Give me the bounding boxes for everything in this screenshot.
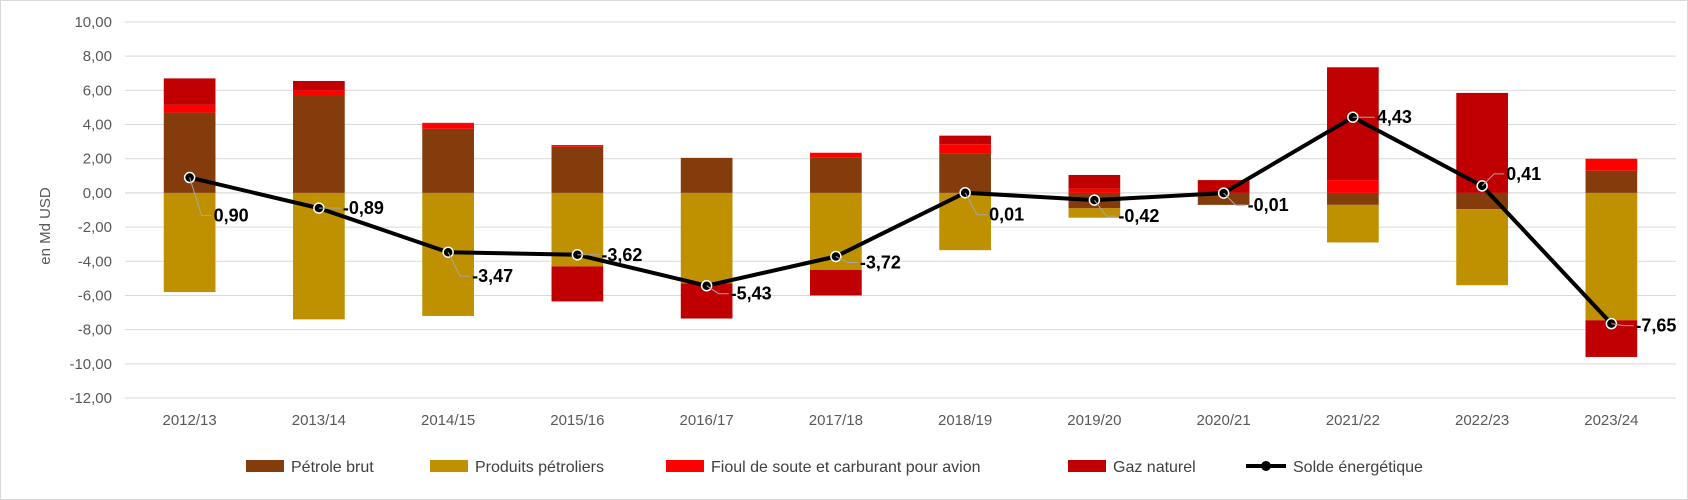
x-tick-label: 2019/20 bbox=[1067, 412, 1121, 429]
leader-line bbox=[447, 251, 471, 277]
data-labels: 0,90 -0,89 -3,47 -3,62 -5,43 -3,72 0,01 -0,42 -0… bbox=[189, 107, 1676, 336]
legend-swatch bbox=[1068, 460, 1106, 472]
bars bbox=[163, 67, 1638, 357]
bar-segment bbox=[680, 192, 733, 284]
leader-line bbox=[1611, 323, 1634, 327]
y-axis-label: en Md USD bbox=[37, 187, 54, 265]
leader-line bbox=[706, 285, 729, 295]
y-tick-label: -10,00 bbox=[69, 356, 112, 373]
bar-segment bbox=[1197, 192, 1250, 205]
bar-segment bbox=[551, 146, 604, 193]
bar-segment bbox=[163, 78, 216, 105]
data-label: 0,41 bbox=[1506, 164, 1541, 184]
bar-segment bbox=[293, 90, 345, 96]
bar-segment bbox=[1327, 67, 1379, 181]
legend: Pétrole brut Produits pétroliers Fioul de … bbox=[246, 459, 1423, 476]
bar-segment bbox=[1327, 192, 1379, 205]
bar-segment bbox=[1585, 158, 1638, 171]
x-tick-label: 2013/14 bbox=[292, 412, 346, 429]
y-tick-label: 0,00 bbox=[83, 185, 112, 202]
y-tick-label: 6,00 bbox=[83, 82, 112, 99]
data-label: -5,43 bbox=[731, 284, 772, 304]
bar-segment bbox=[293, 80, 345, 91]
y-tick-label: -2,00 bbox=[78, 219, 112, 236]
bar-segment bbox=[1327, 204, 1379, 243]
x-tick-label: 2018/19 bbox=[938, 412, 992, 429]
data-label: -3,47 bbox=[472, 266, 513, 286]
bar-segment bbox=[551, 266, 604, 302]
y-tick-label: -12,00 bbox=[69, 390, 112, 407]
x-tick-label: 2020/21 bbox=[1197, 412, 1251, 429]
bar-segment bbox=[810, 157, 862, 193]
bar-segment bbox=[680, 157, 733, 193]
bar-segment bbox=[551, 145, 604, 147]
legend-swatch bbox=[666, 460, 704, 472]
leader-line bbox=[964, 192, 988, 216]
leader-line bbox=[835, 256, 858, 263]
data-label: -3,62 bbox=[601, 245, 642, 265]
x-tick-label: 2016/17 bbox=[680, 412, 734, 429]
legend-label: Solde énergétique bbox=[1293, 459, 1423, 476]
y-tick-label: -8,00 bbox=[78, 322, 112, 339]
data-label: -0,01 bbox=[1248, 195, 1289, 215]
bar-segment bbox=[939, 153, 991, 193]
bar-segment bbox=[1456, 209, 1508, 286]
y-tick-label: 4,00 bbox=[83, 117, 112, 134]
x-tick-label: 2023/24 bbox=[1584, 412, 1638, 429]
bar-segment bbox=[939, 135, 991, 145]
bar-segment bbox=[422, 122, 474, 124]
bar-segment bbox=[422, 123, 474, 129]
y-axis-ticks: 10,00 8,00 6,00 4,00 2,00 0,00 -2,00 -4,00 -6,00… bbox=[69, 14, 112, 407]
bar-segment bbox=[293, 95, 345, 193]
leader-line bbox=[1481, 173, 1505, 187]
data-label: 0,01 bbox=[989, 205, 1024, 225]
y-tick-label: -4,00 bbox=[78, 253, 112, 270]
bar-segment bbox=[1068, 188, 1121, 193]
leader-line bbox=[189, 177, 212, 217]
y-tick-label: 8,00 bbox=[83, 48, 112, 65]
x-tick-label: 2021/22 bbox=[1326, 412, 1380, 429]
y-tick-label: 10,00 bbox=[74, 14, 112, 31]
legend-label: Produits pétroliers bbox=[475, 459, 604, 476]
data-label: -7,65 bbox=[1635, 316, 1676, 336]
leader-line bbox=[1093, 199, 1117, 217]
x-axis-ticks: 2012/13 2013/14 2014/15 2015/16 2016/17 2017/… bbox=[163, 412, 1639, 429]
x-tick-label: 2022/23 bbox=[1455, 412, 1509, 429]
y-tick-label: -6,00 bbox=[78, 287, 112, 304]
bar-segment bbox=[1585, 170, 1638, 193]
bar-segment bbox=[1585, 192, 1638, 321]
bar-segment bbox=[1068, 174, 1121, 189]
leader-line bbox=[1223, 192, 1246, 206]
data-label: -3,72 bbox=[860, 252, 901, 272]
balance-line bbox=[183, 111, 1618, 330]
data-label: 0,90 bbox=[214, 206, 249, 226]
bar-segment bbox=[810, 152, 862, 158]
y-tick-label: 2,00 bbox=[83, 151, 112, 168]
bar-segment bbox=[810, 269, 862, 296]
bar-segment bbox=[939, 144, 991, 154]
x-tick-label: 2012/13 bbox=[163, 412, 217, 429]
bar-segment bbox=[1068, 208, 1121, 218]
legend-marker bbox=[1261, 461, 1271, 471]
bar-segment bbox=[163, 104, 216, 113]
gridlines bbox=[125, 21, 1676, 399]
data-label: -0,89 bbox=[343, 198, 384, 218]
data-label: -0,42 bbox=[1118, 206, 1159, 226]
bar-segment bbox=[163, 192, 216, 293]
legend-swatch bbox=[430, 460, 468, 472]
x-tick-label: 2015/16 bbox=[550, 412, 604, 429]
legend-label: Fioul de soute et carburant pour avion bbox=[711, 459, 981, 476]
x-tick-label: 2014/15 bbox=[421, 412, 475, 429]
balance-line-path bbox=[189, 115, 1613, 326]
legend-label: Pétrole brut bbox=[291, 459, 374, 476]
legend-swatch bbox=[246, 460, 284, 472]
data-label: 4,43 bbox=[1377, 107, 1412, 127]
legend-label: Gaz naturel bbox=[1113, 459, 1196, 476]
bar-segment bbox=[422, 128, 474, 193]
x-tick-label: 2017/18 bbox=[809, 412, 863, 429]
bar-segment bbox=[1327, 180, 1379, 193]
